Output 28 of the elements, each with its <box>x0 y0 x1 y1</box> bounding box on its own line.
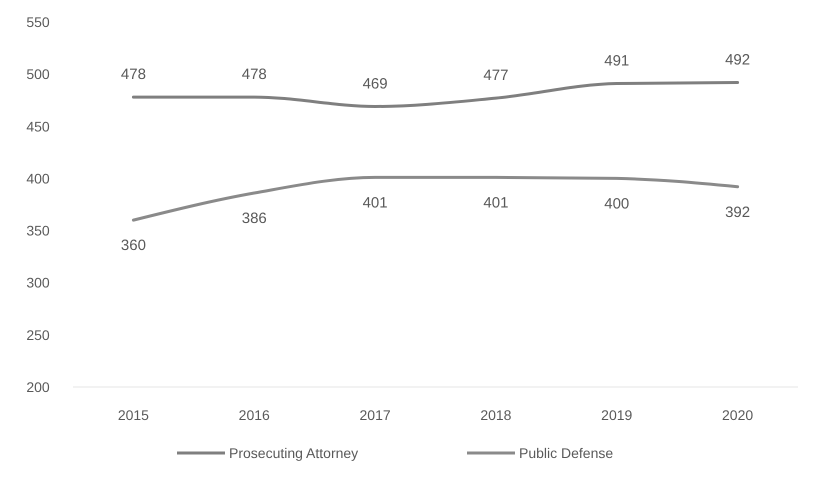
data-label: 477 <box>483 67 508 84</box>
x-tick-label: 2018 <box>480 407 512 423</box>
y-tick-label: 350 <box>26 222 50 239</box>
y-tick-label: 250 <box>26 326 50 343</box>
data-label: 400 <box>604 195 630 212</box>
y-tick-label: 300 <box>26 274 50 291</box>
data-label: 491 <box>604 52 630 70</box>
data-label: 360 <box>120 237 146 254</box>
y-tick-label: 400 <box>26 170 50 186</box>
data-label: 469 <box>362 75 388 92</box>
data-label: 401 <box>483 194 508 212</box>
data-label: 478 <box>120 66 146 84</box>
x-tick-label: 2017 <box>360 407 391 423</box>
y-tick-label: 450 <box>26 118 50 134</box>
x-tick-label: 2019 <box>601 407 633 423</box>
x-tick-label: 2015 <box>118 407 150 423</box>
legend-label: Public Defense <box>519 445 614 461</box>
data-label: 392 <box>725 204 750 221</box>
data-label: 478 <box>242 66 267 84</box>
data-label: 401 <box>362 194 388 212</box>
y-tick-label: 500 <box>26 66 50 82</box>
y-tick-label: 200 <box>26 379 50 395</box>
x-tick-label: 2016 <box>238 407 270 423</box>
data-label: 492 <box>725 51 750 68</box>
data-label: 386 <box>242 210 267 228</box>
legend-label: Prosecuting Attorney <box>229 445 358 461</box>
y-tick-label: 550 <box>26 14 50 30</box>
x-tick-label: 2020 <box>722 407 754 423</box>
